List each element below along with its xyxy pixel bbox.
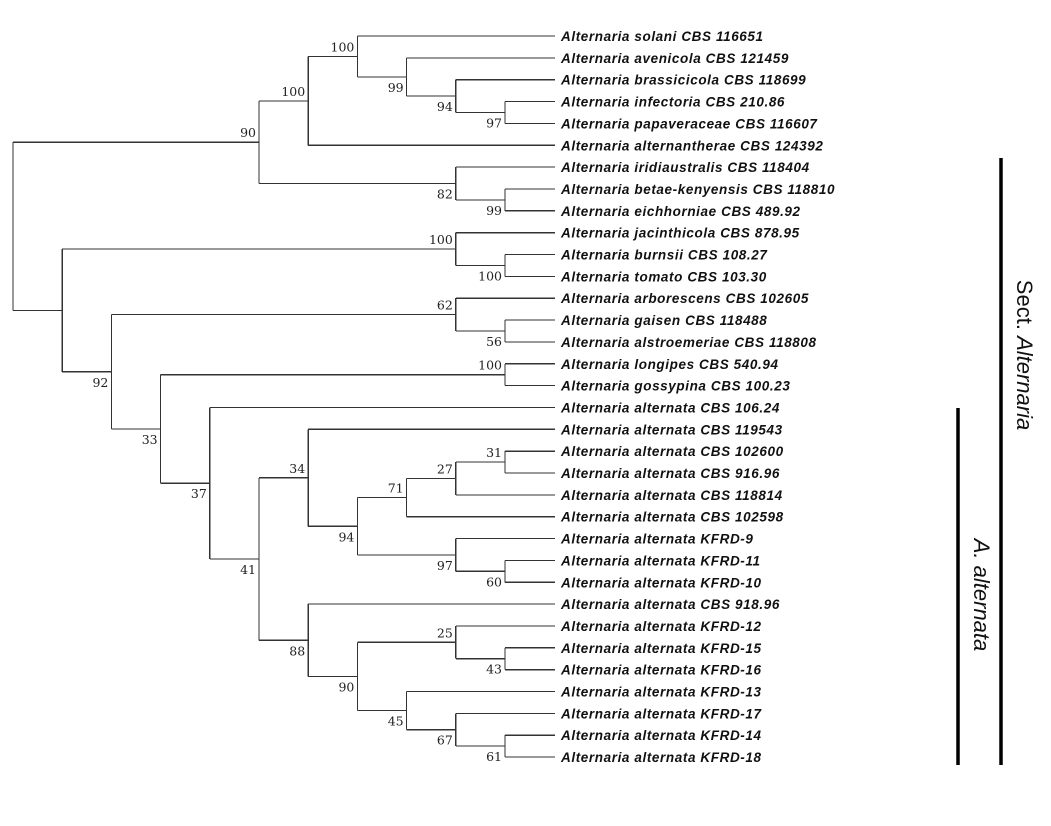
bootstrap-value: 100 (281, 84, 305, 99)
bootstrap-value: 62 (437, 298, 453, 313)
branches (12, 35, 555, 758)
taxon-label: Alternaria arborescens CBS 102605 (560, 291, 809, 306)
taxon-label: Alternaria eichhorniae CBS 489.92 (560, 204, 801, 219)
taxon-label: Alternaria alternantherae CBS 124392 (560, 138, 823, 153)
bootstrap-value: 60 (486, 574, 502, 589)
taxon-label: Alternaria alternata CBS 119543 (560, 422, 783, 437)
bootstrap-value: 25 (437, 625, 453, 640)
bootstrap-values: 97 94 99 100 99 100 82 100 56 31 27 60 71 97 94 43 61 67 2… (92, 39, 502, 764)
taxon-label: Alternaria alternata KFRD-15 (560, 641, 762, 656)
bootstrap-value: 99 (486, 203, 502, 218)
taxon-label: Alternaria burnsii CBS 108.27 (560, 248, 768, 263)
taxon-label: Alternaria alternata CBS 102600 (560, 444, 784, 459)
taxon-label: Alternaria gaisen CBS 118488 (560, 313, 767, 328)
taxon-label: Alternaria alternata CBS 918.96 (560, 597, 780, 612)
bootstrap-value: 90 (240, 125, 256, 140)
bootstrap-value: 37 (191, 486, 207, 501)
bootstrap-value: 56 (486, 334, 502, 349)
bootstrap-value: 27 (437, 461, 453, 476)
taxon-label: Alternaria alstroemeriae CBS 118808 (560, 335, 817, 350)
bootstrap-value: 94 (338, 529, 354, 544)
taxon-label: Alternaria alternata CBS 102598 (560, 510, 784, 525)
taxon-label: Alternaria brassicicola CBS 118699 (560, 73, 806, 88)
bootstrap-value: 97 (437, 558, 453, 573)
sect-name: Alternaria (1012, 334, 1037, 430)
taxon-label: Alternaria alternata KFRD-18 (560, 750, 762, 765)
taxon-label: Alternaria alternata KFRD-16 (560, 663, 762, 678)
bootstrap-value: 88 (289, 643, 305, 658)
bootstrap-value: 31 (486, 445, 502, 460)
taxon-label: Alternaria longipes CBS 540.94 (560, 357, 779, 372)
taxon-label: Alternaria alternata KFRD-13 (560, 685, 762, 700)
bootstrap-value: 41 (240, 562, 256, 577)
taxon-label: Alternaria alternata CBS 916.96 (560, 466, 780, 481)
bootstrap-value: 100 (429, 232, 453, 247)
bootstrap-value: 92 (92, 375, 108, 390)
taxon-label: Alternaria jacinthicola CBS 878.95 (560, 226, 800, 241)
taxon-labels: Alternaria solani CBS 116651 Alternaria a… (560, 29, 835, 765)
bootstrap-value: 43 (486, 662, 502, 677)
taxon-label: Alternaria solani CBS 116651 (560, 29, 764, 44)
taxon-label: Alternaria papaveraceae CBS 116607 (560, 116, 818, 131)
bootstrap-value: 33 (142, 432, 158, 447)
bootstrap-value: 67 (437, 733, 453, 748)
taxon-label: Alternaria alternata CBS 106.24 (560, 400, 780, 415)
bootstrap-value: 90 (338, 679, 354, 694)
sect-prefix: Sect. (1012, 280, 1037, 330)
bootstrap-value: 34 (289, 461, 305, 476)
taxon-label: Alternaria alternata KFRD-11 (560, 553, 761, 568)
bootstrap-value: 94 (437, 99, 453, 114)
taxon-label: Alternaria alternata CBS 118814 (560, 488, 783, 503)
bootstrap-value: 100 (331, 39, 355, 54)
taxon-label: Alternaria avenicola CBS 121459 (560, 51, 789, 66)
taxon-label: Alternaria alternata KFRD-10 (560, 575, 762, 590)
bootstrap-value: 97 (486, 115, 502, 130)
taxon-label: Alternaria iridiaustralis CBS 118404 (560, 160, 810, 175)
bootstrap-value: 45 (388, 714, 404, 729)
taxon-label: Alternaria infectoria CBS 210.86 (560, 95, 785, 110)
bootstrap-value: 100 (478, 268, 502, 283)
taxon-label: Alternaria alternata KFRD-17 (560, 706, 762, 721)
taxon-label: Alternaria alternata KFRD-12 (560, 619, 762, 634)
bootstrap-value: 61 (486, 749, 502, 764)
bootstrap-value: 99 (388, 80, 404, 95)
bootstrap-value: 100 (478, 358, 502, 373)
taxon-label: Alternaria gossypina CBS 100.23 (560, 379, 790, 394)
sect-alternaria-label: Sect. Alternaria (1012, 280, 1037, 430)
a-alternata-label: A. alternata (969, 537, 994, 652)
bootstrap-value: 71 (388, 481, 404, 496)
bootstrap-value: 82 (437, 186, 453, 201)
taxon-label: Alternaria alternata KFRD-14 (560, 728, 762, 743)
taxon-label: Alternaria tomato CBS 103.30 (560, 269, 767, 284)
taxon-label: Alternaria alternata KFRD-9 (560, 532, 754, 547)
taxon-label: Alternaria betae-kenyensis CBS 118810 (560, 182, 835, 197)
